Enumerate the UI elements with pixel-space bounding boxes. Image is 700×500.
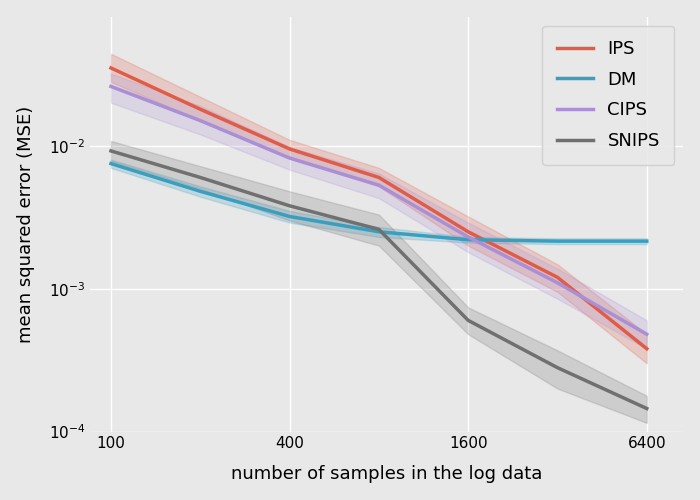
SNIPS: [107, 148, 116, 154]
DM: [643, 238, 651, 244]
DM: [553, 238, 561, 244]
Legend: IPS, DM, CIPS, SNIPS: IPS, DM, CIPS, SNIPS: [542, 26, 674, 164]
CIPS: [107, 84, 116, 89]
IPS: [196, 106, 204, 112]
IPS: [643, 346, 651, 352]
IPS: [107, 65, 116, 71]
DM: [107, 160, 116, 166]
CIPS: [374, 182, 383, 188]
IPS: [464, 229, 473, 235]
IPS: [374, 174, 383, 180]
DM: [286, 214, 294, 220]
SNIPS: [286, 203, 294, 209]
CIPS: [286, 155, 294, 161]
Line: IPS: IPS: [111, 68, 647, 348]
IPS: [553, 274, 561, 280]
SNIPS: [374, 226, 383, 232]
CIPS: [553, 280, 561, 285]
SNIPS: [643, 406, 651, 411]
X-axis label: number of samples in the log data: number of samples in the log data: [231, 466, 542, 483]
Line: SNIPS: SNIPS: [111, 151, 647, 408]
Line: CIPS: CIPS: [111, 86, 647, 334]
DM: [374, 229, 383, 235]
CIPS: [643, 331, 651, 337]
Line: DM: DM: [111, 164, 647, 241]
SNIPS: [553, 364, 561, 370]
CIPS: [464, 234, 473, 240]
IPS: [286, 146, 294, 152]
Y-axis label: mean squared error (MSE): mean squared error (MSE): [17, 106, 35, 343]
DM: [464, 236, 473, 242]
SNIPS: [464, 318, 473, 324]
DM: [196, 188, 204, 194]
SNIPS: [196, 174, 204, 180]
CIPS: [196, 118, 204, 124]
